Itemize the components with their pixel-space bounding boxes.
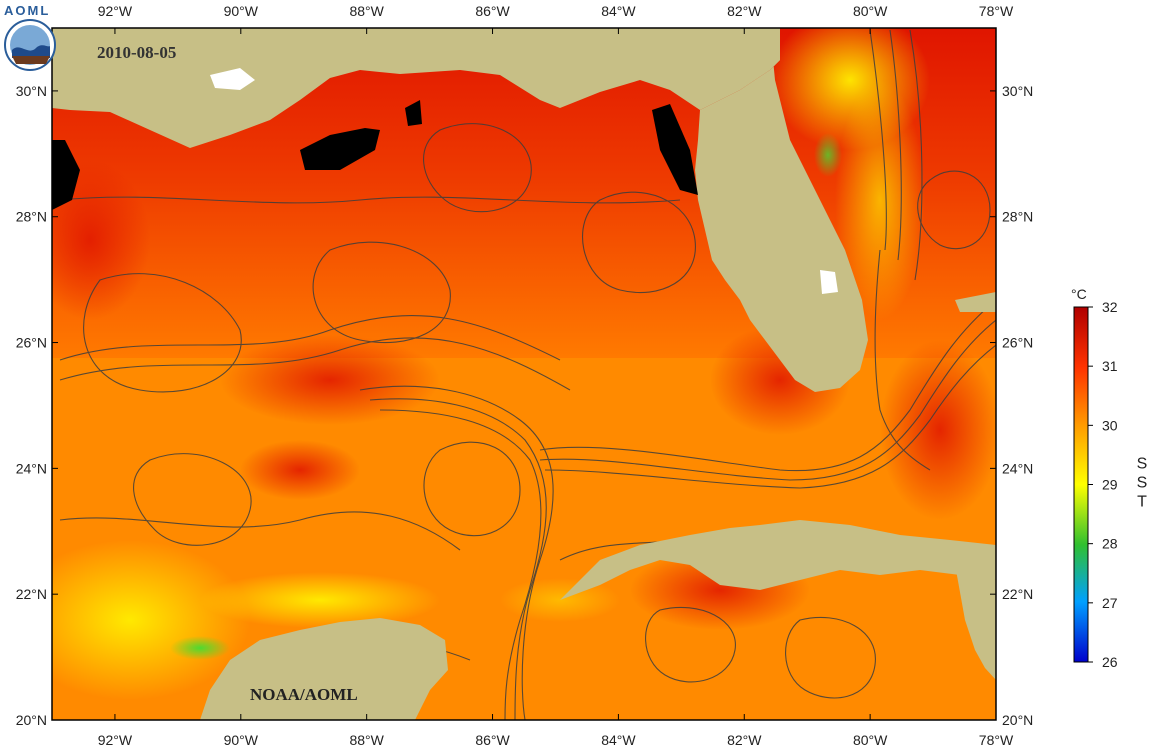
lon-label-bottom: 86°W — [475, 732, 510, 748]
lon-label-bottom: 82°W — [727, 732, 762, 748]
cuba — [560, 520, 996, 600]
land — [52, 28, 996, 720]
lat-label-left: 28°N — [16, 209, 47, 225]
colorbar-ticks: 32 31 30 29 28 27 26 — [1088, 299, 1118, 670]
colorbar-tick-label: 27 — [1102, 595, 1118, 611]
colorbar-tick-label: 31 — [1102, 358, 1118, 374]
lon-label-top: 92°W — [98, 3, 133, 19]
yucatan-peninsula — [200, 618, 448, 720]
colorbar-tick-label: 29 — [1102, 477, 1118, 493]
colorbar-tick-label: 30 — [1102, 417, 1118, 433]
colorbar-gradient — [1073, 306, 1089, 663]
lat-label-right: 20°N — [1002, 712, 1033, 728]
logo-text: AOML — [4, 3, 50, 18]
lon-label-bottom: 92°W — [98, 732, 133, 748]
colorbar-label: SST — [1134, 456, 1150, 513]
map-frame — [51, 27, 997, 721]
axis-labels: 92°W 92°W 90°W 90°W 88°W 88°W 86°W 86°W 84°W 84°W… — [16, 3, 1034, 748]
florida-peninsula — [695, 28, 868, 392]
lon-label-top: 90°W — [224, 3, 259, 19]
credit-label: NOAA/AOML — [250, 685, 358, 704]
no-data-areas — [52, 100, 698, 210]
lat-label-right: 26°N — [1002, 335, 1033, 351]
lon-label-bottom: 88°W — [349, 732, 384, 748]
colorbar-tick-label: 28 — [1102, 536, 1118, 552]
colorbar-tick-label: 32 — [1102, 299, 1118, 315]
lon-label-top: 84°W — [601, 3, 636, 19]
date-label: 2010-08-05 — [97, 43, 176, 62]
lon-label-top: 78°W — [979, 3, 1014, 19]
lat-label-left: 30°N — [16, 83, 47, 99]
lon-label-bottom: 78°W — [979, 732, 1014, 748]
lon-label-bottom: 80°W — [853, 732, 888, 748]
lon-label-top: 80°W — [853, 3, 888, 19]
lon-label-top: 82°W — [727, 3, 762, 19]
colorbar-tick-label: 26 — [1102, 654, 1118, 670]
aoml-logo: AOML — [4, 3, 56, 71]
lat-label-right: 28°N — [1002, 209, 1033, 225]
lat-label-right: 24°N — [1002, 460, 1033, 476]
us-gulf-coast — [52, 28, 780, 148]
lat-label-left: 24°N — [16, 460, 47, 476]
lat-label-left: 20°N — [16, 712, 47, 728]
colorbar-unit: °C — [1071, 286, 1087, 302]
lat-label-right: 30°N — [1002, 83, 1033, 99]
colorbar: °C 32 31 30 29 28 27 26 SST — [1071, 286, 1150, 670]
lon-label-bottom: 90°W — [224, 732, 259, 748]
lon-label-top: 86°W — [475, 3, 510, 19]
lakes — [210, 68, 838, 294]
lat-label-left: 22°N — [16, 586, 47, 602]
lon-label-bottom: 84°W — [601, 732, 636, 748]
lat-label-left: 26°N — [16, 335, 47, 351]
lat-label-right: 22°N — [1002, 586, 1033, 602]
current-streamlines — [59, 29, 996, 720]
lon-label-top: 88°W — [349, 3, 384, 19]
